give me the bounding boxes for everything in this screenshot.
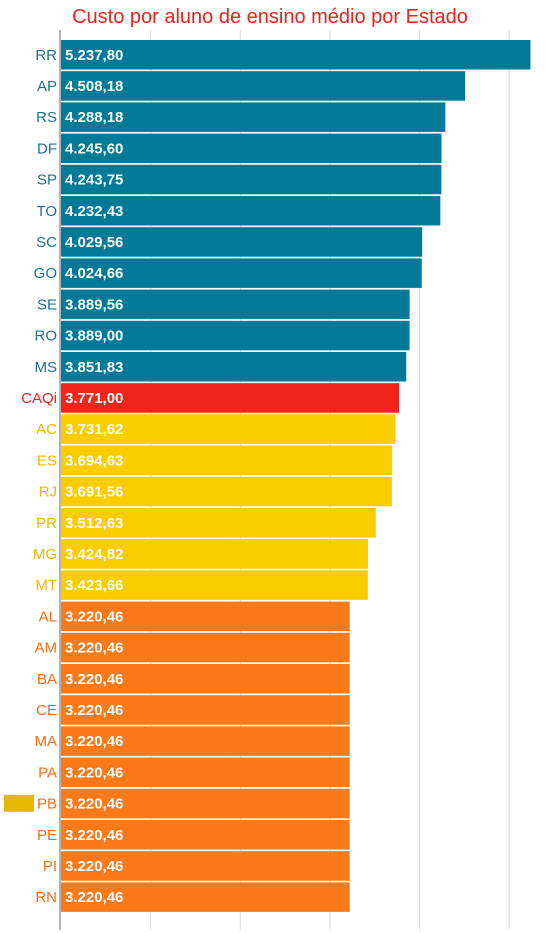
category-label-pr: PR <box>36 515 57 532</box>
bar-rn <box>61 882 350 912</box>
value-label-rr: 5.237,80 <box>65 47 123 64</box>
value-label-pi: 3.220,46 <box>65 858 123 875</box>
category-label-ce: CE <box>36 702 57 719</box>
bar-df <box>61 133 442 164</box>
bar-pa <box>61 757 350 788</box>
value-label-se: 3.889,56 <box>65 296 123 313</box>
category-label-am: AM <box>35 640 58 657</box>
category-label-ba: BA <box>37 671 57 688</box>
category-label-ma: MA <box>35 733 58 750</box>
value-label-df: 4.245,60 <box>65 140 123 157</box>
value-label-rj: 3.691,56 <box>65 484 123 501</box>
value-label-al: 3.220,46 <box>65 608 123 625</box>
bar-ma <box>61 726 350 756</box>
value-label-ac: 3.731,62 <box>65 421 123 438</box>
bar-mt <box>61 570 368 600</box>
chart-title: Custo por aluno de ensino médio por Esta… <box>72 6 468 28</box>
bar-pi <box>61 851 350 881</box>
category-label-sp: SP <box>37 172 57 189</box>
value-label-am: 3.220,46 <box>65 640 123 657</box>
bar-rs <box>61 102 446 132</box>
category-label-sc: SC <box>36 234 57 251</box>
value-label-rs: 4.288,18 <box>65 109 123 126</box>
value-label-sp: 4.243,75 <box>65 172 123 189</box>
category-label-go: GO <box>34 265 57 282</box>
value-label-sc: 4.029,56 <box>65 234 123 251</box>
bar-rr <box>61 40 531 70</box>
bar-es <box>61 445 393 476</box>
category-label-es: ES <box>37 452 57 469</box>
bar-ap <box>61 71 466 101</box>
category-label-mg: MG <box>33 546 57 563</box>
category-label-pa: PA <box>38 764 57 781</box>
bar-to <box>61 196 441 226</box>
category-label-rr: RR <box>35 47 57 64</box>
value-label-pa: 3.220,46 <box>65 764 123 781</box>
bar-ba <box>61 664 350 694</box>
value-label-pb: 3.220,46 <box>65 796 123 813</box>
category-label-ro: RO <box>35 328 58 345</box>
value-label-es: 3.694,63 <box>65 452 123 469</box>
bar-rj <box>61 476 392 507</box>
value-label-mg: 3.424,82 <box>65 546 123 563</box>
category-label-mt: MT <box>35 577 57 594</box>
bar-mg <box>61 539 368 569</box>
bar-se <box>61 289 410 320</box>
category-label-to: TO <box>36 203 57 220</box>
bar-sp <box>61 164 442 195</box>
value-label-ms: 3.851,83 <box>65 359 123 376</box>
category-label-pi: PI <box>43 858 57 875</box>
value-label-ma: 3.220,46 <box>65 733 123 750</box>
bar-al <box>61 601 350 632</box>
value-label-mt: 3.423,66 <box>65 577 123 594</box>
value-label-ap: 4.508,18 <box>65 78 123 95</box>
value-label-ba: 3.220,46 <box>65 671 123 688</box>
category-label-rj: RJ <box>39 484 57 501</box>
category-label-pb: PB <box>37 796 57 813</box>
bar-ro <box>61 320 410 351</box>
value-label-pe: 3.220,46 <box>65 827 123 844</box>
bar-pr <box>61 508 376 538</box>
bar-ce <box>61 695 350 725</box>
bar-am <box>61 632 350 663</box>
bar-pb <box>61 788 350 819</box>
bar-go <box>61 258 422 288</box>
bar-ac <box>61 414 396 444</box>
bar-sc <box>61 227 423 257</box>
highlight-marker <box>4 794 34 812</box>
value-label-go: 4.024,66 <box>65 265 123 282</box>
value-label-ce: 3.220,46 <box>65 702 123 719</box>
bar-caqi <box>61 383 399 413</box>
category-label-al: AL <box>39 608 57 625</box>
value-label-rn: 3.220,46 <box>65 889 123 906</box>
value-label-ro: 3.889,00 <box>65 328 123 345</box>
category-label-pe: PE <box>37 827 57 844</box>
value-label-caqi: 3.771,00 <box>65 390 123 407</box>
category-label-rs: RS <box>36 109 57 126</box>
value-label-to: 4.232,43 <box>65 203 123 220</box>
value-label-pr: 3.512,63 <box>65 515 123 532</box>
category-label-caqi: CAQi <box>21 390 57 407</box>
category-label-ms: MS <box>35 359 58 376</box>
category-label-rn: RN <box>35 889 57 906</box>
bar-ms <box>61 352 407 382</box>
category-label-ac: AC <box>36 421 57 438</box>
bar-pe <box>61 820 350 850</box>
category-label-se: SE <box>37 296 57 313</box>
category-label-df: DF <box>37 140 57 157</box>
category-label-ap: AP <box>37 78 57 95</box>
